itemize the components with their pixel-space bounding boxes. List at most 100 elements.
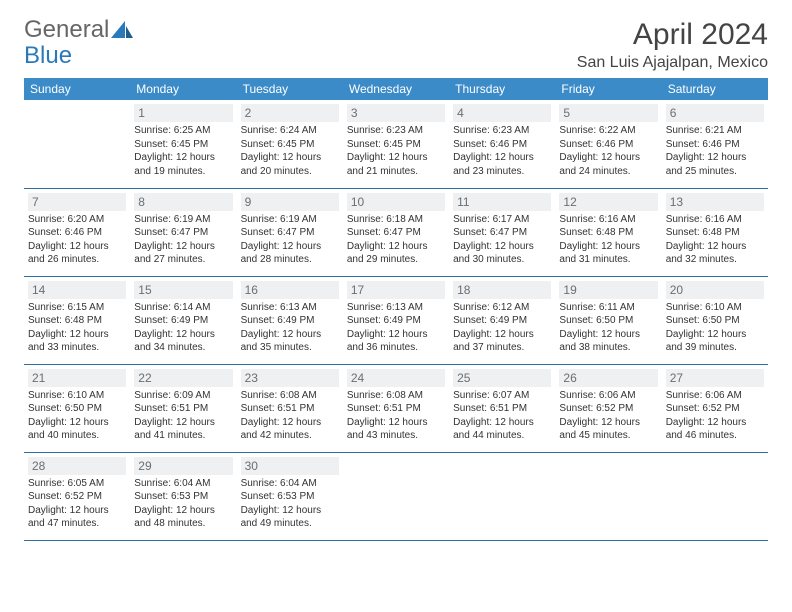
day-details: Sunrise: 6:16 AMSunset: 6:48 PMDaylight:… — [666, 213, 764, 267]
weekday-header: Saturday — [662, 78, 768, 100]
calendar-day-cell: 5 Sunrise: 6:22 AMSunset: 6:46 PMDaylight… — [555, 100, 661, 188]
calendar-day-cell: 15 Sunrise: 6:14 AMSunset: 6:49 PMDayligh… — [130, 276, 236, 364]
calendar-day-cell: 12Sunrise: 6:16 AMSunset: 6:48 PMDayligh… — [555, 188, 661, 276]
day-number: 20 — [666, 281, 764, 299]
day-number: 26 — [559, 369, 657, 387]
calendar-day-cell: 10Sunrise: 6:18 AMSunset: 6:47 PMDayligh… — [343, 188, 449, 276]
day-number: 30 — [241, 457, 339, 475]
day-number: 11 — [453, 193, 551, 211]
day-details: Sunrise: 6:21 AMSunset: 6:46 PMDaylight:… — [666, 124, 764, 178]
day-details: Sunrise: 6:08 AMSunset: 6:51 PMDaylight:… — [241, 389, 339, 443]
calendar-day-cell: 3 Sunrise: 6:23 AMSunset: 6:45 PMDaylight… — [343, 100, 449, 188]
day-details: Sunrise: 6:05 AMSunset: 6:52 PMDaylight:… — [28, 477, 126, 531]
calendar-day-cell: 30 Sunrise: 6:04 AMSunset: 6:53 PMDayligh… — [237, 452, 343, 540]
day-number: 6 — [666, 104, 764, 122]
location-subtitle: San Luis Ajajalpan, Mexico — [577, 54, 768, 72]
calendar-day-cell: 18 Sunrise: 6:12 AMSunset: 6:49 PMDayligh… — [449, 276, 555, 364]
calendar-day-cell: 21 Sunrise: 6:10 AMSunset: 6:50 PMDayligh… — [24, 364, 130, 452]
calendar-day-cell: 13Sunrise: 6:16 AMSunset: 6:48 PMDayligh… — [662, 188, 768, 276]
day-number: 2 — [241, 104, 339, 122]
day-number: 1 — [134, 104, 232, 122]
logo-sail-icon — [111, 21, 133, 39]
weekday-header-row: Sunday Monday Tuesday Wednesday Thursday… — [24, 78, 768, 100]
day-number: 4 — [453, 104, 551, 122]
calendar-week-row: 21 Sunrise: 6:10 AMSunset: 6:50 PMDayligh… — [24, 364, 768, 452]
calendar-day-cell: 7 Sunrise: 6:20 AMSunset: 6:46 PMDaylight… — [24, 188, 130, 276]
day-number: 25 — [453, 369, 551, 387]
calendar-day-cell: 4 Sunrise: 6:23 AMSunset: 6:46 PMDaylight… — [449, 100, 555, 188]
day-details: Sunrise: 6:24 AMSunset: 6:45 PMDaylight:… — [241, 124, 339, 178]
day-number: 8 — [134, 193, 232, 211]
calendar-day-cell: 16Sunrise: 6:13 AMSunset: 6:49 PMDayligh… — [237, 276, 343, 364]
day-details: Sunrise: 6:04 AMSunset: 6:53 PMDaylight:… — [134, 477, 232, 531]
calendar-day-cell: 2 Sunrise: 6:24 AMSunset: 6:45 PMDaylight… — [237, 100, 343, 188]
calendar-day-cell: 17Sunrise: 6:13 AMSunset: 6:49 PMDayligh… — [343, 276, 449, 364]
day-details: Sunrise: 6:12 AMSunset: 6:49 PMDaylight:… — [453, 301, 551, 355]
calendar-day-cell: 1 Sunrise: 6:25 AMSunset: 6:45 PMDaylight… — [130, 100, 236, 188]
day-details: Sunrise: 6:11 AMSunset: 6:50 PMDaylight:… — [559, 301, 657, 355]
day-details: Sunrise: 6:23 AMSunset: 6:45 PMDaylight:… — [347, 124, 445, 178]
day-details: Sunrise: 6:20 AMSunset: 6:46 PMDaylight:… — [28, 213, 126, 267]
calendar-day-cell: 14 Sunrise: 6:15 AMSunset: 6:48 PMDayligh… — [24, 276, 130, 364]
calendar-day-cell: 25Sunrise: 6:07 AMSunset: 6:51 PMDayligh… — [449, 364, 555, 452]
day-details: Sunrise: 6:23 AMSunset: 6:46 PMDaylight:… — [453, 124, 551, 178]
weekday-header: Monday — [130, 78, 236, 100]
day-details: Sunrise: 6:04 AMSunset: 6:53 PMDaylight:… — [241, 477, 339, 531]
day-number: 9 — [241, 193, 339, 211]
weekday-header: Tuesday — [237, 78, 343, 100]
day-number: 19 — [559, 281, 657, 299]
calendar-day-cell — [449, 452, 555, 540]
day-number: 3 — [347, 104, 445, 122]
day-details: Sunrise: 6:14 AMSunset: 6:49 PMDaylight:… — [134, 301, 232, 355]
day-number: 23 — [241, 369, 339, 387]
calendar-week-row: 1 Sunrise: 6:25 AMSunset: 6:45 PMDaylight… — [24, 100, 768, 188]
calendar-day-cell: 22 Sunrise: 6:09 AMSunset: 6:51 PMDayligh… — [130, 364, 236, 452]
calendar-day-cell — [662, 452, 768, 540]
calendar-week-row: 28 Sunrise: 6:05 AMSunset: 6:52 PMDayligh… — [24, 452, 768, 540]
day-number: 14 — [28, 281, 126, 299]
calendar-day-cell: 27 Sunrise: 6:06 AMSunset: 6:52 PMDayligh… — [662, 364, 768, 452]
calendar-day-cell: 20 Sunrise: 6:10 AMSunset: 6:50 PMDayligh… — [662, 276, 768, 364]
calendar-day-cell: 19 Sunrise: 6:11 AMSunset: 6:50 PMDayligh… — [555, 276, 661, 364]
day-details: Sunrise: 6:25 AMSunset: 6:45 PMDaylight:… — [134, 124, 232, 178]
day-number: 27 — [666, 369, 764, 387]
day-details: Sunrise: 6:06 AMSunset: 6:52 PMDaylight:… — [666, 389, 764, 443]
day-details: Sunrise: 6:19 AMSunset: 6:47 PMDaylight:… — [241, 213, 339, 267]
day-details: Sunrise: 6:17 AMSunset: 6:47 PMDaylight:… — [453, 213, 551, 267]
calendar-day-cell: 8Sunrise: 6:19 AMSunset: 6:47 PMDaylight… — [130, 188, 236, 276]
day-number: 28 — [28, 457, 126, 475]
day-number: 12 — [559, 193, 657, 211]
day-number: 22 — [134, 369, 232, 387]
day-details: Sunrise: 6:15 AMSunset: 6:48 PMDaylight:… — [28, 301, 126, 355]
day-details: Sunrise: 6:06 AMSunset: 6:52 PMDaylight:… — [559, 389, 657, 443]
brand-part1: General — [24, 18, 109, 42]
day-number: 16 — [241, 281, 339, 299]
weekday-header: Wednesday — [343, 78, 449, 100]
calendar-day-cell: 9 Sunrise: 6:19 AMSunset: 6:47 PMDaylight… — [237, 188, 343, 276]
calendar-day-cell: 11 Sunrise: 6:17 AMSunset: 6:47 PMDayligh… — [449, 188, 555, 276]
day-details: Sunrise: 6:09 AMSunset: 6:51 PMDaylight:… — [134, 389, 232, 443]
day-number: 21 — [28, 369, 126, 387]
day-details: Sunrise: 6:08 AMSunset: 6:51 PMDaylight:… — [347, 389, 445, 443]
day-number: 24 — [347, 369, 445, 387]
day-number: 15 — [134, 281, 232, 299]
day-number: 7 — [28, 193, 126, 211]
month-title: April 2024 — [577, 18, 768, 52]
calendar-day-cell: 26 Sunrise: 6:06 AMSunset: 6:52 PMDayligh… — [555, 364, 661, 452]
calendar-day-cell: 24 Sunrise: 6:08 AMSunset: 6:51 PMDayligh… — [343, 364, 449, 452]
calendar-day-cell: 6 Sunrise: 6:21 AMSunset: 6:46 PMDaylight… — [662, 100, 768, 188]
calendar-day-cell: 23 Sunrise: 6:08 AMSunset: 6:51 PMDayligh… — [237, 364, 343, 452]
day-details: Sunrise: 6:22 AMSunset: 6:46 PMDaylight:… — [559, 124, 657, 178]
weekday-header: Friday — [555, 78, 661, 100]
day-number: 5 — [559, 104, 657, 122]
calendar-table: Sunday Monday Tuesday Wednesday Thursday… — [24, 78, 768, 541]
calendar-day-cell — [343, 452, 449, 540]
day-details: Sunrise: 6:10 AMSunset: 6:50 PMDaylight:… — [666, 301, 764, 355]
day-number: 18 — [453, 281, 551, 299]
calendar-week-row: 7 Sunrise: 6:20 AMSunset: 6:46 PMDaylight… — [24, 188, 768, 276]
day-details: Sunrise: 6:10 AMSunset: 6:50 PMDaylight:… — [28, 389, 126, 443]
calendar-day-cell: 29Sunrise: 6:04 AMSunset: 6:53 PMDayligh… — [130, 452, 236, 540]
day-number: 17 — [347, 281, 445, 299]
calendar-day-cell — [555, 452, 661, 540]
brand-logo: General — [24, 18, 133, 42]
